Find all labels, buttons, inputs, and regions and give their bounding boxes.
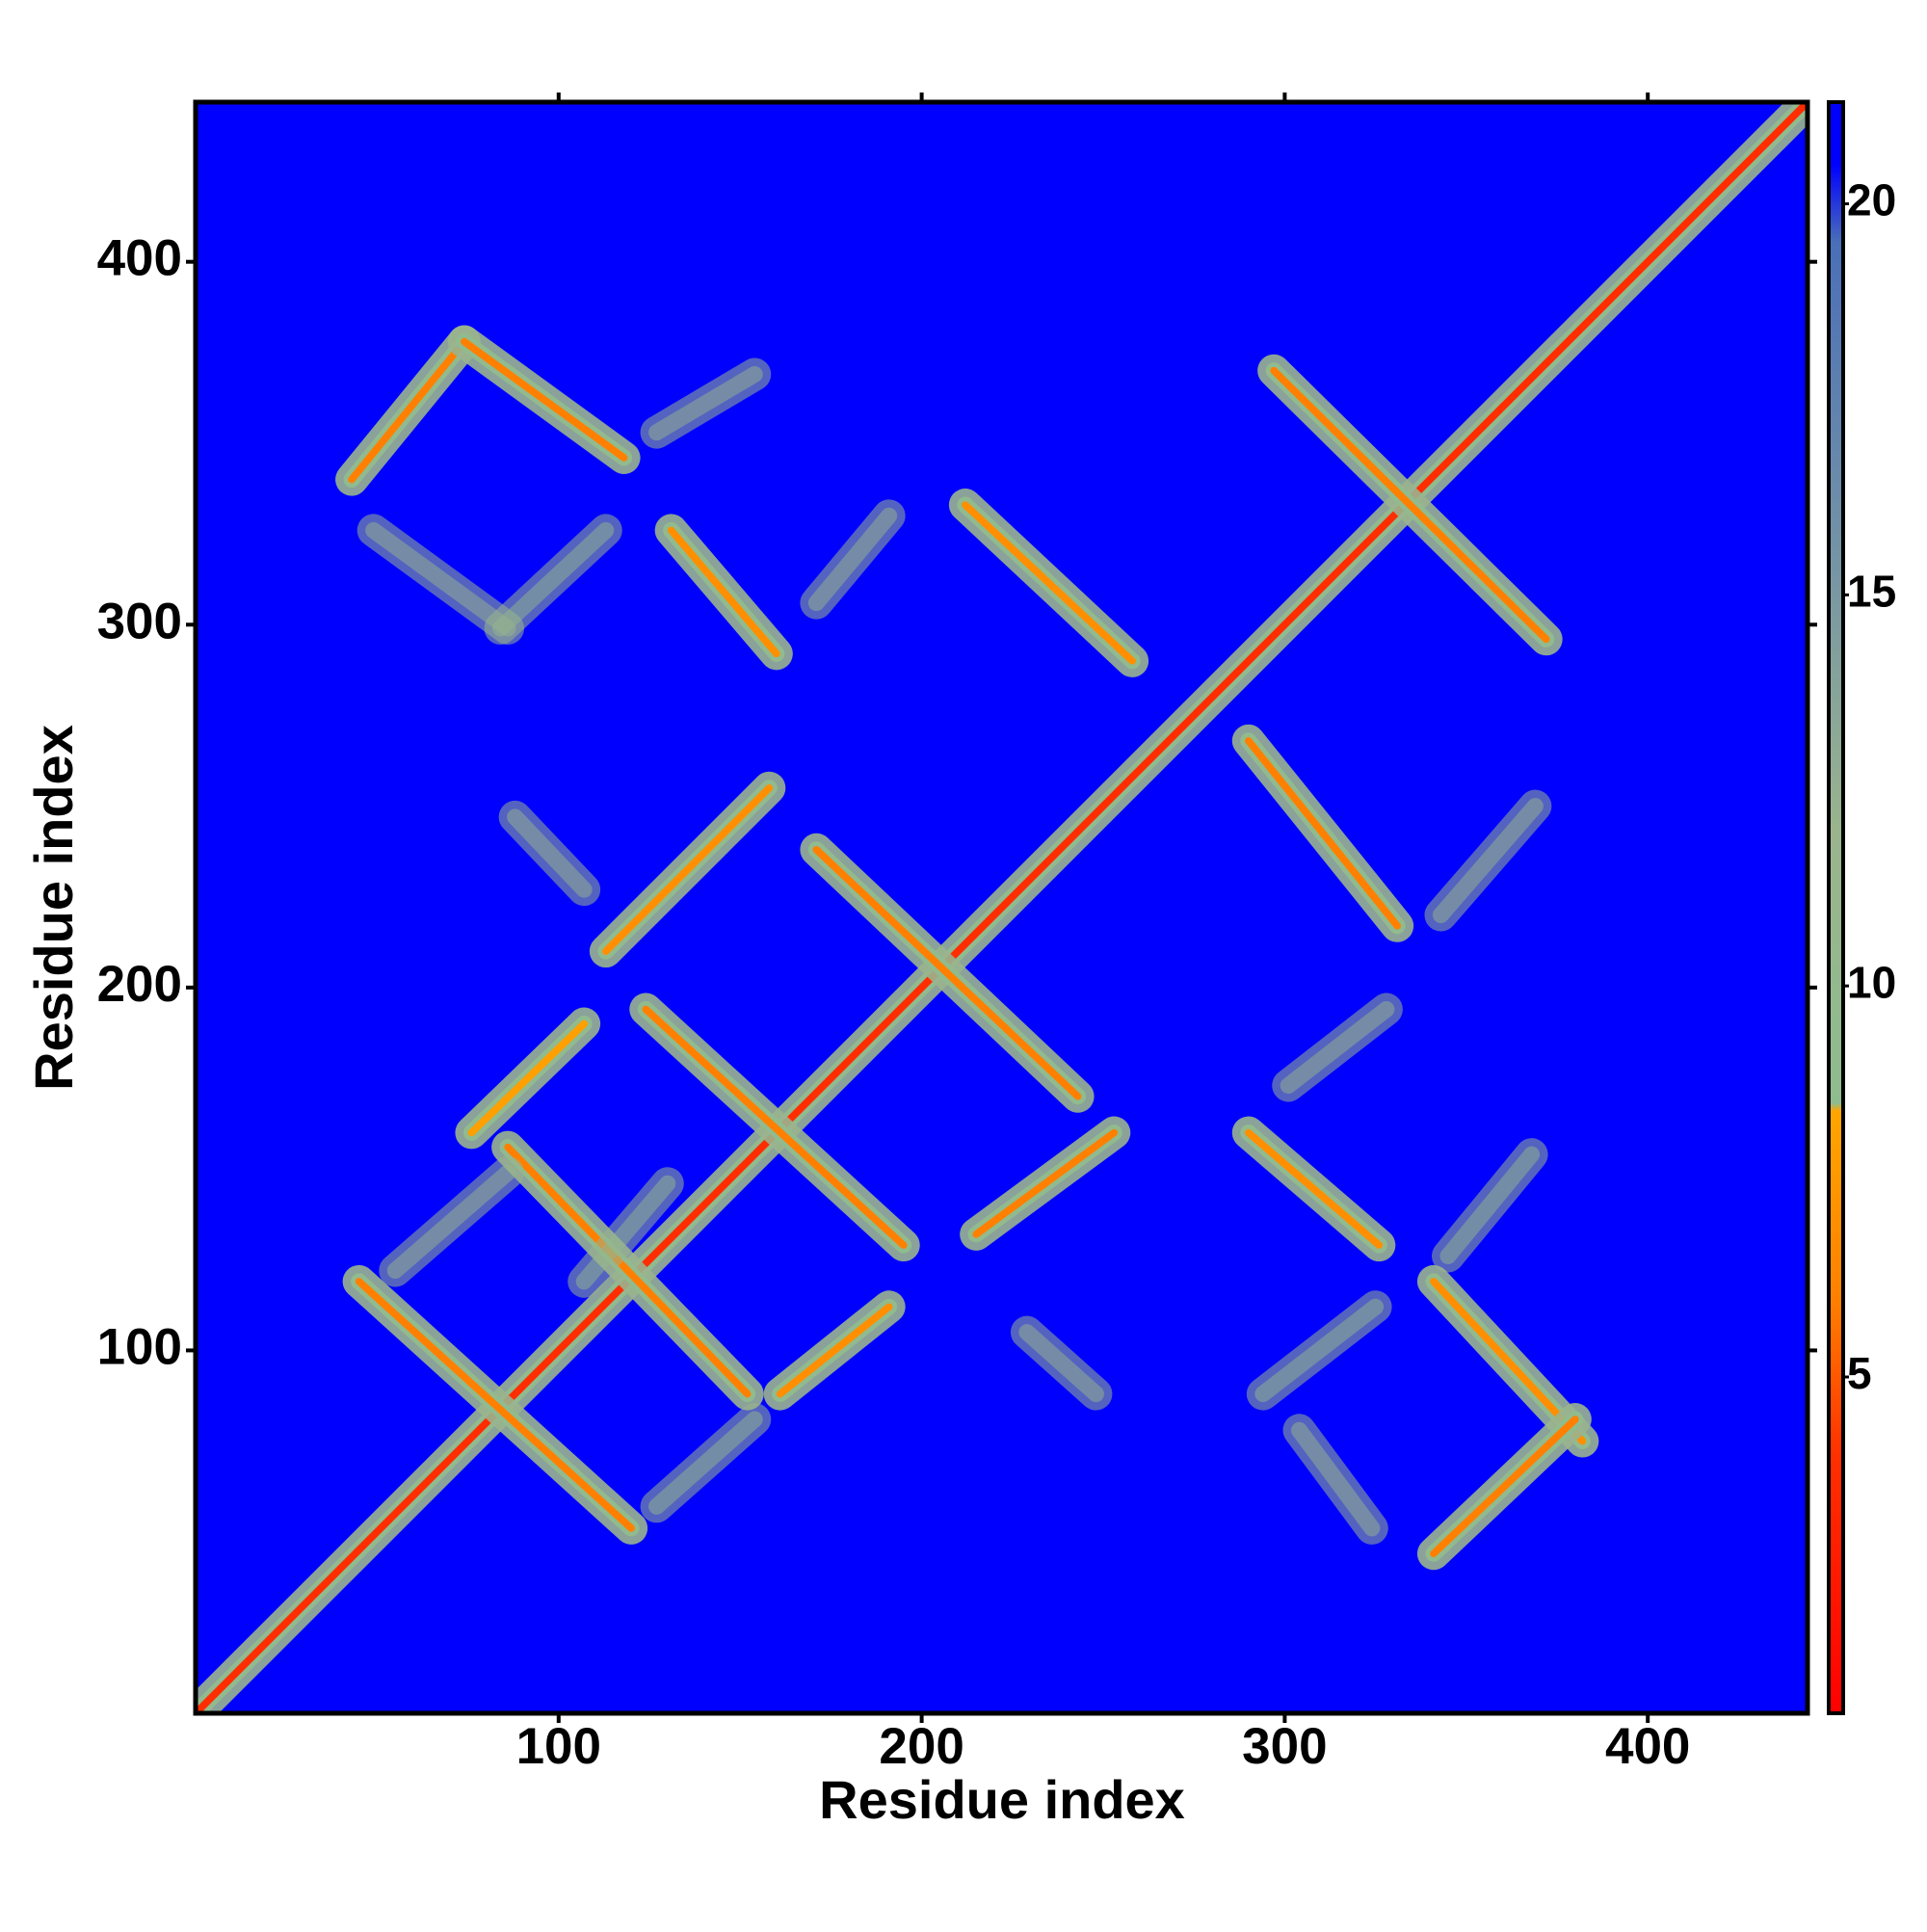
contact-core bbox=[776, 1303, 893, 1398]
x-tick-label: 300 bbox=[1242, 1718, 1327, 1775]
contact-core bbox=[1244, 737, 1401, 930]
contact-band bbox=[1290, 1421, 1381, 1537]
y-tick-label: 200 bbox=[97, 956, 182, 1013]
x-tick-label: 400 bbox=[1605, 1718, 1690, 1775]
colorbar bbox=[1827, 100, 1845, 1715]
contact-core bbox=[812, 845, 1082, 1100]
contact-band bbox=[386, 1164, 516, 1280]
y-axis-label: Residue index bbox=[23, 725, 84, 1091]
contact-core bbox=[667, 526, 780, 658]
contact-band bbox=[1018, 1324, 1104, 1403]
contact-core bbox=[355, 1278, 635, 1532]
contact-band bbox=[1439, 1146, 1541, 1264]
contact-core bbox=[348, 337, 468, 484]
y-tick-label: 100 bbox=[97, 1318, 182, 1375]
contact-core bbox=[642, 1005, 908, 1249]
contact-core bbox=[1430, 1416, 1579, 1558]
contact-core bbox=[196, 102, 1808, 1713]
colorbar-tick-label: 10 bbox=[1847, 957, 1896, 1007]
plot-area bbox=[196, 102, 1808, 1713]
x-axis-label: Residue index bbox=[819, 1769, 1185, 1830]
contact-band bbox=[365, 521, 516, 637]
contact-core bbox=[504, 1143, 752, 1398]
contact-core bbox=[461, 337, 628, 462]
contact-band bbox=[648, 365, 763, 441]
contact-core bbox=[972, 1128, 1119, 1238]
contact-band bbox=[1254, 1298, 1385, 1403]
contact-band bbox=[1432, 798, 1544, 924]
contact-band bbox=[648, 1411, 763, 1515]
y-tick-label: 300 bbox=[97, 593, 182, 649]
colorbar-tick-label: 5 bbox=[1847, 1348, 1872, 1398]
contact-core bbox=[1244, 1128, 1384, 1249]
contact-core bbox=[1270, 366, 1550, 644]
x-tick-label: 200 bbox=[879, 1718, 964, 1775]
contact-band bbox=[807, 507, 898, 612]
colorbar-tick-label: 15 bbox=[1847, 566, 1896, 616]
x-tick-label: 100 bbox=[516, 1718, 601, 1775]
contact-band bbox=[492, 521, 615, 637]
colorbar-tick-label: 20 bbox=[1847, 175, 1896, 225]
plot-frame bbox=[193, 99, 1810, 1716]
contact-band bbox=[1280, 1000, 1395, 1095]
contact-core bbox=[467, 1019, 588, 1137]
y-tick-label: 400 bbox=[97, 230, 182, 287]
contact-band bbox=[507, 808, 593, 898]
contact-core bbox=[962, 501, 1136, 665]
contact-band bbox=[575, 1175, 676, 1290]
contact-core bbox=[602, 783, 774, 955]
